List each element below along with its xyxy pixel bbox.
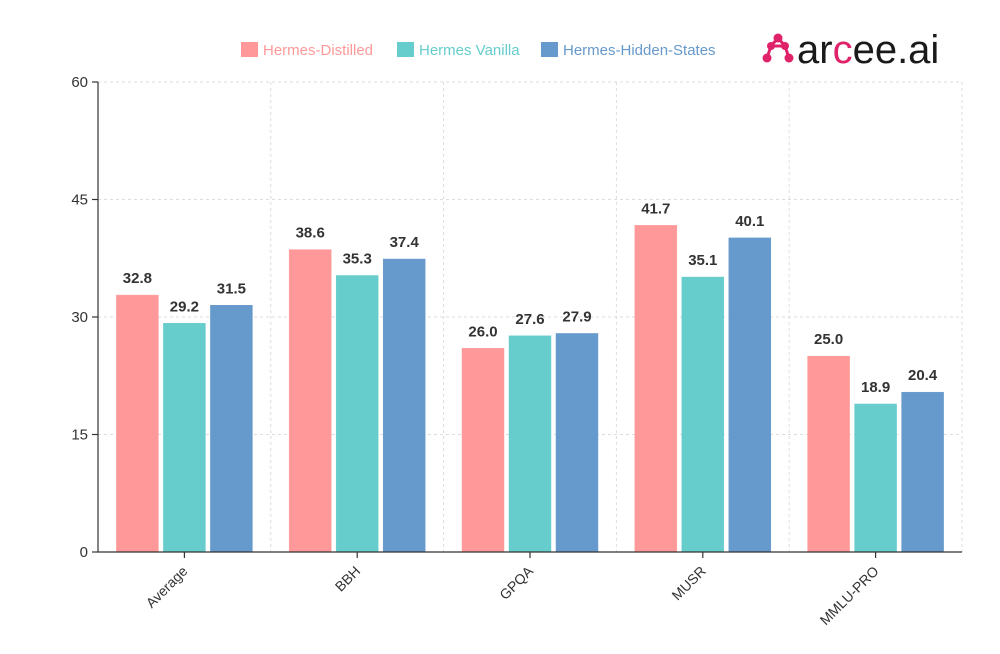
legend-label: Hermes-Hidden-States — [563, 42, 716, 59]
logo-suffix: ee.ai — [853, 28, 940, 72]
y-tick-label: 45 — [71, 192, 88, 209]
bar — [288, 249, 332, 553]
bar — [555, 333, 599, 553]
data-label: 37.4 — [390, 234, 420, 251]
bar — [335, 275, 379, 553]
bar — [382, 258, 426, 553]
bars — [116, 225, 944, 553]
x-tick-label: MMLU-PRO — [817, 563, 882, 628]
data-label: 27.9 — [562, 308, 591, 325]
bar — [681, 276, 725, 553]
data-label: 38.6 — [296, 225, 325, 242]
data-label: 26.0 — [468, 323, 497, 340]
bar — [116, 294, 159, 553]
bar — [210, 305, 253, 553]
legend-label: Hermes-Distilled — [263, 42, 373, 59]
y-tick-label: 15 — [71, 427, 88, 444]
y-tick-label: 0 — [80, 544, 88, 561]
legend-swatch — [241, 42, 258, 57]
y-ticks: 0 15 30 45 60 — [71, 74, 98, 561]
bar — [508, 335, 552, 553]
bar — [634, 225, 678, 553]
data-label: 32.8 — [123, 270, 152, 287]
logo-prefix: ar — [797, 28, 833, 72]
data-label: 18.9 — [861, 379, 890, 396]
x-tick-label: BBH — [332, 563, 364, 595]
legend-swatch — [397, 42, 414, 57]
data-label: 25.0 — [814, 331, 843, 348]
logo-accent: c — [833, 28, 853, 72]
logo-wordmark: arcee.ai — [797, 28, 939, 72]
value-labels: 32.8 29.2 31.5 38.6 35.3 37.4 26.0 27.6 27.9 41.7… — [123, 200, 938, 396]
bar — [807, 355, 850, 553]
legend: Hermes-Distilled Hermes Vanilla Hermes-Hid… — [241, 42, 716, 59]
data-label: 40.1 — [735, 213, 764, 230]
bar — [163, 323, 206, 553]
x-tick-label: Average — [143, 563, 191, 611]
arcee-mark-icon — [762, 33, 794, 63]
data-label: 29.2 — [170, 298, 199, 315]
y-tick-label: 30 — [71, 309, 88, 326]
data-label: 20.4 — [908, 367, 938, 384]
y-tick-label: 60 — [71, 74, 88, 91]
legend-swatch — [541, 42, 558, 57]
data-label: 35.1 — [688, 252, 717, 269]
data-label: 27.6 — [515, 311, 544, 328]
data-label: 31.5 — [217, 280, 246, 297]
arcee-logo: arcee.ai — [762, 28, 939, 72]
bar — [461, 348, 505, 553]
data-label: 41.7 — [641, 200, 670, 217]
x-ticks: Average BBH GPQA MUSR MMLU-PRO — [143, 552, 882, 628]
data-label: 35.3 — [343, 250, 372, 267]
bar — [854, 403, 897, 553]
x-tick-label: MUSR — [668, 563, 708, 603]
x-tick-label: GPQA — [496, 562, 536, 602]
bar — [901, 391, 944, 553]
legend-label: Hermes Vanilla — [419, 42, 520, 59]
bar — [728, 237, 772, 553]
